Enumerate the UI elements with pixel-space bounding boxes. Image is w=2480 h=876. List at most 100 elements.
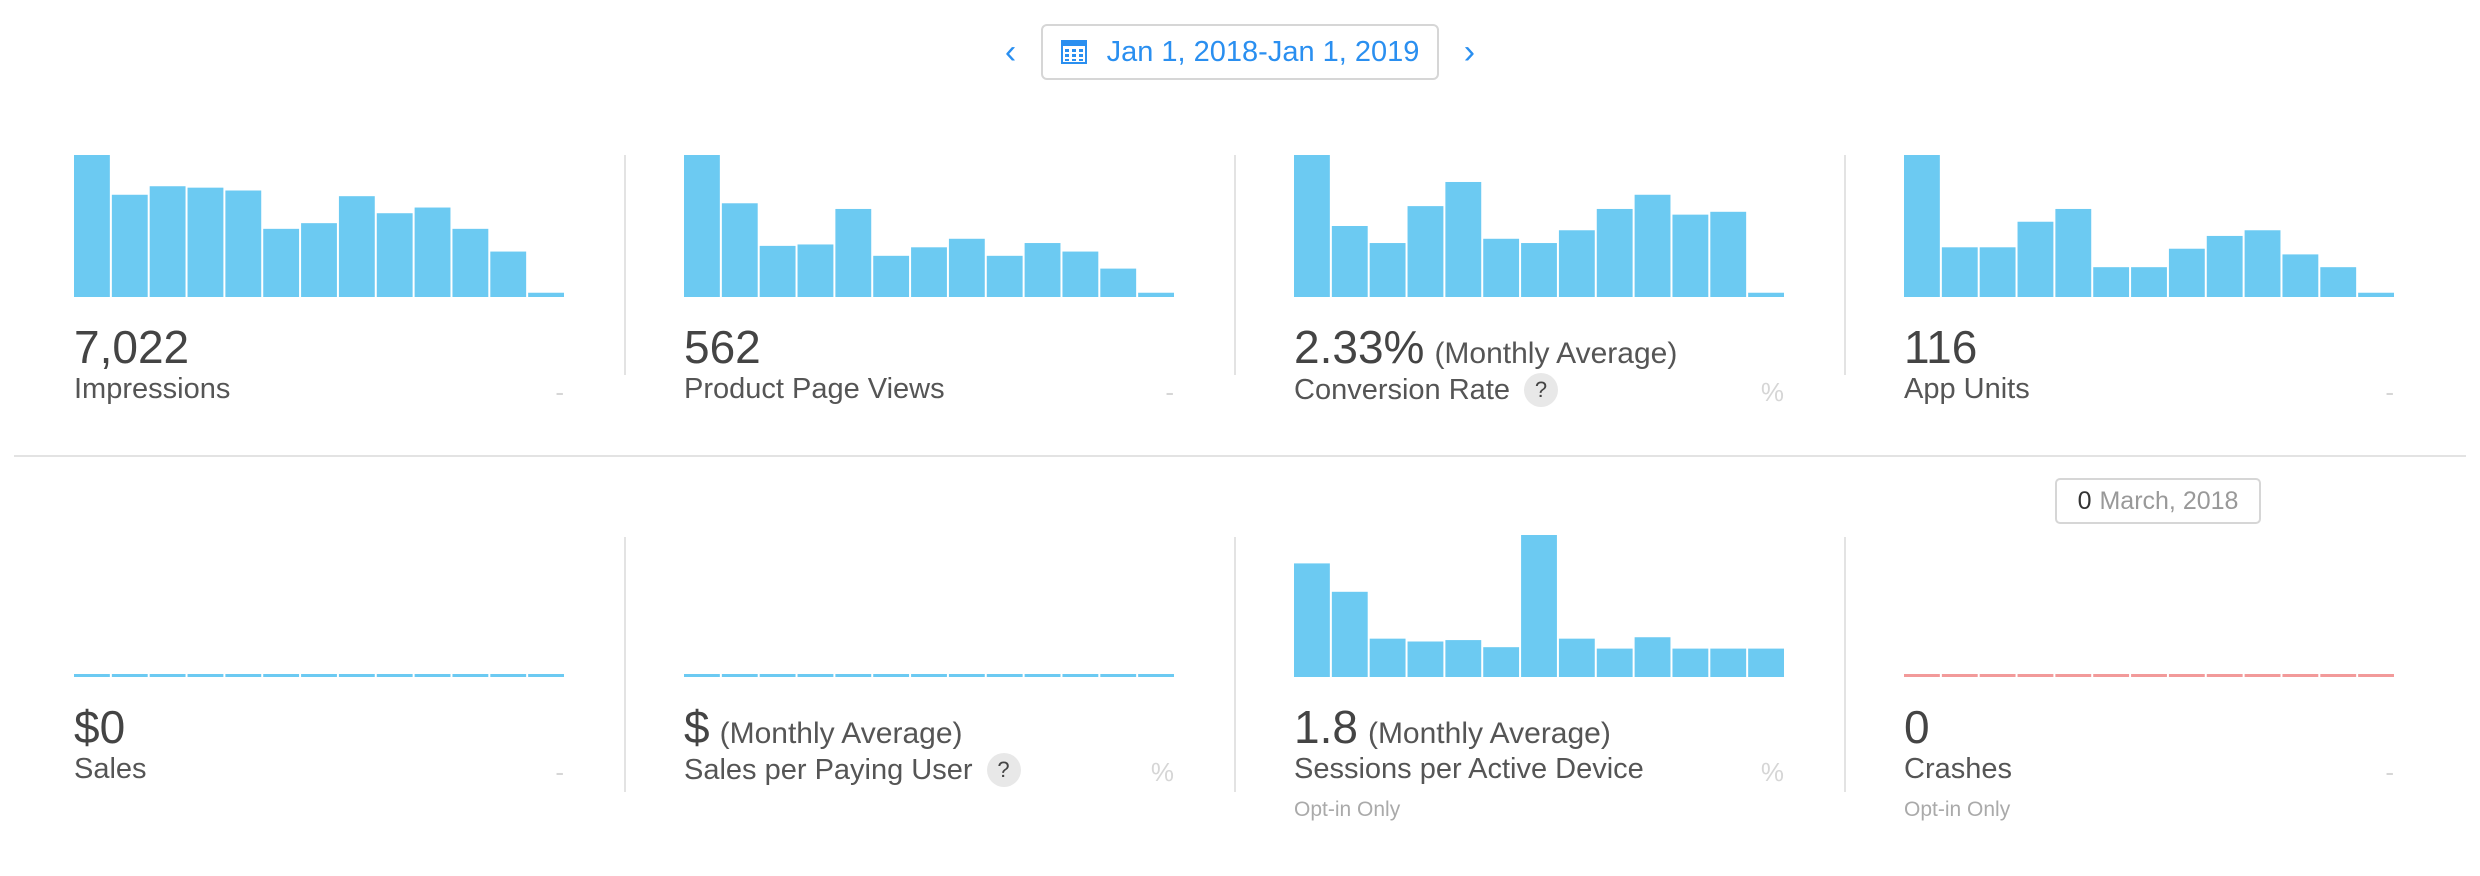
help-icon[interactable]: ? bbox=[1524, 373, 1558, 407]
chart-bar[interactable] bbox=[1445, 640, 1482, 677]
chart-bar[interactable] bbox=[301, 223, 337, 297]
chart-bar[interactable] bbox=[1558, 230, 1595, 297]
chart-bar[interactable] bbox=[986, 255, 1023, 297]
metric-conversion-rate[interactable]: 2.33% (Monthly Average) Conversion Rate? … bbox=[1294, 155, 1784, 415]
chart-bar[interactable] bbox=[414, 674, 451, 677]
chart-bar[interactable] bbox=[948, 238, 985, 297]
chart-bar[interactable] bbox=[1483, 238, 1520, 297]
chart-bar[interactable] bbox=[111, 674, 148, 677]
date-range-button[interactable]: Jan 1, 2018-Jan 1, 2019 bbox=[1040, 24, 1440, 80]
chart-bar[interactable] bbox=[2055, 674, 2092, 677]
chart-bar[interactable] bbox=[1445, 181, 1482, 297]
chart-bar[interactable] bbox=[2244, 674, 2281, 677]
chart-bar[interactable] bbox=[1941, 247, 1978, 297]
chart-bar[interactable] bbox=[2168, 674, 2205, 677]
chart-bar[interactable] bbox=[187, 187, 224, 297]
chart-bar[interactable] bbox=[376, 213, 413, 297]
metric-app-units[interactable]: 116 App Units - bbox=[1904, 155, 2394, 415]
chart-bar[interactable] bbox=[225, 674, 262, 677]
chart-bar[interactable] bbox=[1331, 226, 1368, 297]
chevron-right-icon[interactable]: › bbox=[1463, 33, 1476, 71]
chart-bar[interactable] bbox=[1558, 638, 1595, 677]
metric-crashes[interactable]: 0 Crashes - Opt-in Only bbox=[1904, 535, 2394, 835]
chart-bar[interactable] bbox=[797, 244, 834, 297]
chart-bar[interactable] bbox=[2244, 230, 2281, 297]
chart-bar[interactable] bbox=[2320, 267, 2357, 297]
chart-bar[interactable] bbox=[528, 292, 564, 297]
chart-bar[interactable] bbox=[452, 674, 489, 677]
chart-bar[interactable] bbox=[1979, 674, 2016, 677]
chart-bar[interactable] bbox=[2168, 248, 2205, 297]
chart-bar[interactable] bbox=[2358, 292, 2394, 297]
chart-bar[interactable] bbox=[759, 245, 796, 297]
metric-impressions[interactable]: 7,022 Impressions - bbox=[74, 155, 564, 415]
chart-bar[interactable] bbox=[301, 674, 337, 677]
chart-bar[interactable] bbox=[2017, 221, 2054, 297]
chart-bar[interactable] bbox=[911, 247, 947, 297]
chart-bar[interactable] bbox=[759, 674, 796, 677]
chart-bar[interactable] bbox=[873, 255, 910, 297]
chart-bar[interactable] bbox=[797, 674, 834, 677]
chart-bar[interactable] bbox=[721, 203, 758, 297]
chart-bar[interactable] bbox=[1596, 208, 1633, 297]
chart-bar[interactable] bbox=[338, 674, 375, 677]
chart-bar[interactable] bbox=[2358, 674, 2394, 677]
metric-sales-per-paying-user[interactable]: $ (Monthly Average) Sales per Paying User… bbox=[684, 535, 1174, 835]
chart-bar[interactable] bbox=[74, 674, 110, 677]
chart-bar[interactable] bbox=[2093, 267, 2130, 297]
chart-bar[interactable] bbox=[1369, 638, 1406, 677]
chart-bar[interactable] bbox=[1710, 648, 1747, 677]
chart-bar[interactable] bbox=[1941, 674, 1978, 677]
chart-bar[interactable] bbox=[1672, 214, 1709, 297]
chart-bar[interactable] bbox=[528, 674, 564, 677]
chart-bar[interactable] bbox=[2320, 674, 2357, 677]
chart-bar[interactable] bbox=[835, 674, 872, 677]
chart-bar[interactable] bbox=[1100, 268, 1137, 297]
chart-bar[interactable] bbox=[1407, 206, 1444, 297]
chart-bar[interactable] bbox=[1521, 243, 1557, 297]
chevron-left-icon[interactable]: ‹ bbox=[1004, 33, 1017, 71]
chart-bar[interactable] bbox=[2055, 208, 2092, 297]
chart-bar[interactable] bbox=[1483, 647, 1520, 677]
chart-bar[interactable] bbox=[835, 208, 872, 297]
chart-bar[interactable] bbox=[1369, 243, 1406, 297]
chart-bar[interactable] bbox=[376, 674, 413, 677]
chart-bar[interactable] bbox=[490, 674, 527, 677]
chart-bar[interactable] bbox=[873, 674, 910, 677]
chart-bar[interactable] bbox=[1672, 648, 1709, 677]
chart-bar[interactable] bbox=[986, 674, 1023, 677]
chart-bar[interactable] bbox=[2017, 674, 2054, 677]
chart-bar[interactable] bbox=[1024, 674, 1061, 677]
chart-bar[interactable] bbox=[1138, 674, 1174, 677]
chart-bar[interactable] bbox=[2282, 254, 2319, 297]
chart-bar[interactable] bbox=[225, 190, 262, 298]
help-icon[interactable]: ? bbox=[986, 753, 1021, 787]
chart-bar[interactable] bbox=[684, 674, 720, 677]
chart-bar[interactable] bbox=[1748, 292, 1784, 297]
chart-bar[interactable] bbox=[1596, 648, 1633, 677]
chart-bar[interactable] bbox=[1710, 211, 1747, 297]
chart-bar[interactable] bbox=[1634, 637, 1671, 677]
chart-bar[interactable] bbox=[1294, 155, 1330, 297]
chart-bar[interactable] bbox=[187, 674, 224, 677]
chart-bar[interactable] bbox=[2282, 674, 2319, 677]
chart-bar[interactable] bbox=[452, 228, 489, 297]
chart-bar[interactable] bbox=[149, 674, 186, 677]
chart-bar[interactable] bbox=[1138, 292, 1174, 297]
chart-bar[interactable] bbox=[1748, 648, 1784, 677]
chart-bar[interactable] bbox=[1634, 194, 1671, 297]
chart-bar[interactable] bbox=[2131, 674, 2167, 677]
chart-bar[interactable] bbox=[111, 194, 148, 297]
chart-bar[interactable] bbox=[1331, 591, 1368, 677]
chart-bar[interactable] bbox=[2206, 235, 2243, 297]
chart-bar[interactable] bbox=[338, 196, 375, 297]
metric-sessions-per-active-device[interactable]: 1.8 (Monthly Average) Sessions per Active… bbox=[1294, 535, 1784, 835]
chart-bar[interactable] bbox=[1062, 674, 1099, 677]
chart-bar[interactable] bbox=[490, 251, 527, 297]
chart-bar[interactable] bbox=[149, 186, 186, 297]
chart-bar[interactable] bbox=[1904, 674, 1940, 677]
chart-bar[interactable] bbox=[1904, 155, 1940, 297]
chart-bar[interactable] bbox=[1024, 243, 1061, 297]
chart-bar[interactable] bbox=[2131, 267, 2167, 297]
chart-bar[interactable] bbox=[721, 674, 758, 677]
